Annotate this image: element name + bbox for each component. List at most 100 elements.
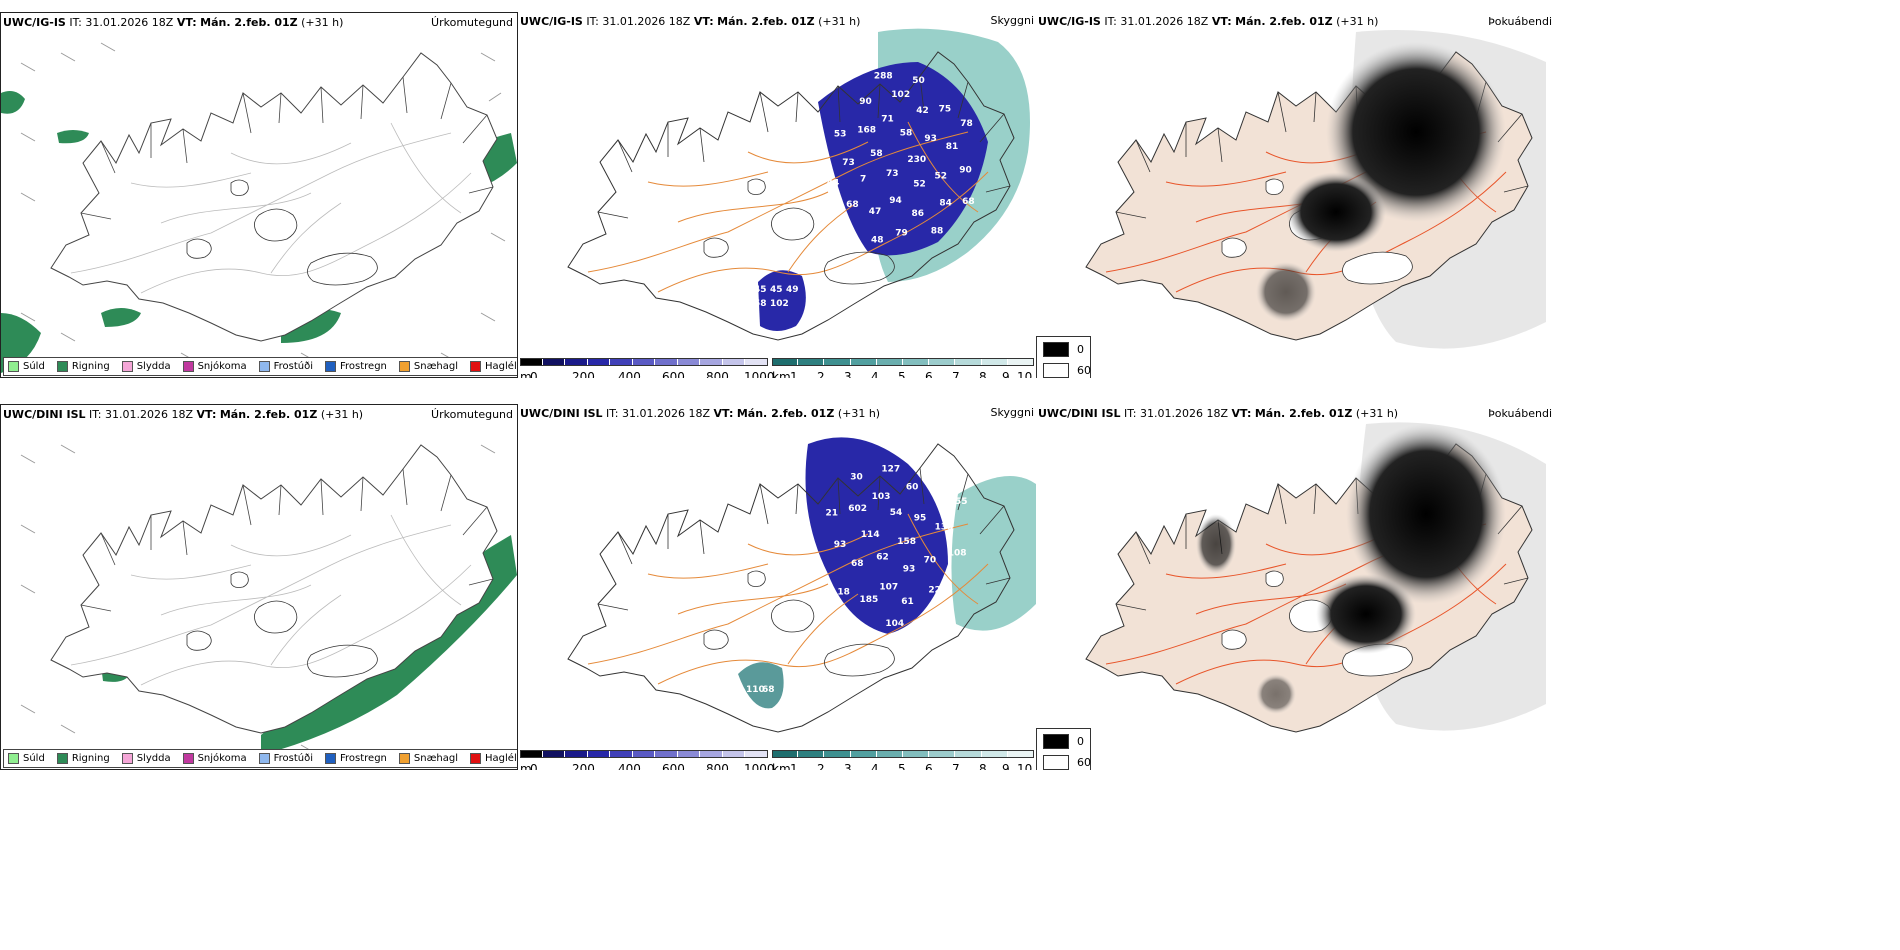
visibility-values: 158 62 54 93 114 95 107 103 70 68 60 61 602 135 185 127… — [746, 449, 967, 695]
colorbar-tick: 800 — [706, 762, 729, 770]
panel-title: UWC/DINI ISL IT: 31.01.2026 18Z VT: Mán.… — [3, 408, 364, 421]
legend-swatch — [325, 753, 336, 764]
visibility-value-label: 172 — [902, 449, 921, 459]
colorbar-tick: 400 — [618, 370, 641, 378]
visibility-value-label: 79 — [895, 229, 908, 239]
colorbar-segment — [955, 750, 982, 758]
legend-swatch — [258, 753, 270, 764]
visibility-value-label: 58 — [900, 129, 913, 139]
legend-swatch — [182, 361, 194, 372]
visibility-value-label: 602 — [848, 504, 867, 514]
colorbar-tick: 2 — [817, 370, 825, 378]
panel-name: Skyggni — [990, 406, 1034, 419]
visibility-colorbar: km 1 2 3 4 5 6 7 8 9 10 — [772, 358, 1034, 378]
panel-name: Úrkomutegund — [431, 16, 513, 29]
legend-swatch — [182, 753, 194, 764]
visibility-value-label: 81 — [946, 142, 959, 152]
cloud-base-colorbar: m 0 200 400 600 800 1000 — [520, 358, 775, 378]
visibility-panel-top: UWC/IG-IS IT: 31.01.2026 18Z VT: Mán. 2.… — [518, 12, 1036, 378]
visibility-value-label: 93 — [834, 540, 847, 550]
colorbar-segment — [722, 750, 746, 758]
colorbar-segment — [655, 750, 678, 758]
visibility-colorbar: km 1 2 3 4 5 6 7 8 9 10 — [772, 750, 1034, 770]
precip-type-panel-bottom: UWC/DINI ISL IT: 31.01.2026 18Z VT: Mán.… — [0, 404, 518, 770]
panel-name: Skyggni — [990, 14, 1034, 27]
legend-item-drizzle: Súld — [8, 361, 45, 372]
colorbar-segment — [955, 358, 982, 366]
visibility-value-label: 94 — [889, 196, 902, 206]
visibility-value-label: 127 — [881, 465, 900, 475]
colorbar-tick: 0 — [530, 762, 538, 770]
fog-legend: 0 60 — [1036, 336, 1091, 378]
visibility-value-label: 73 — [842, 158, 855, 168]
precip-type-map — [20, 444, 517, 755]
visibility-value-label: 93 — [924, 134, 937, 144]
fog-legend-swatch — [1043, 342, 1069, 357]
colorbar-segment — [542, 750, 566, 758]
legend-item-sleet: Slydda — [121, 361, 171, 372]
colorbar-segment — [722, 358, 746, 366]
legend-item-snow: Snjókoma — [182, 753, 247, 764]
visibility-value-label: 68 — [962, 197, 975, 207]
colorbar-tick: 200 — [572, 762, 595, 770]
visibility-value-label: 45 — [754, 285, 767, 295]
colorbar-segment — [677, 358, 701, 366]
precip-type-map — [1, 42, 517, 373]
colorbar-segment — [772, 750, 799, 758]
colorbar-tick: 7 — [952, 370, 960, 378]
fog-map — [1085, 422, 1546, 733]
colorbar-segment — [876, 358, 903, 366]
fog-legend-swatch — [1043, 755, 1069, 770]
legend-swatch — [121, 361, 133, 372]
colorbar-segment — [798, 750, 825, 758]
fog-panel-top: UWC/IG-IS IT: 31.01.2026 18Z VT: Mán. 2.… — [1036, 12, 1554, 378]
legend-swatch — [8, 753, 19, 764]
colorbar-tick: 1000 — [744, 762, 775, 770]
panel-name: Þokuábendi — [1488, 407, 1552, 420]
visibility-value-label: 44 — [827, 179, 840, 189]
colorbar-unit: km — [772, 370, 791, 378]
colorbar-tick: 1 — [790, 762, 798, 770]
visibility-value-label: 95 — [914, 514, 927, 524]
visibility-value-label: 52 — [913, 180, 926, 190]
visibility-value-label: 86 — [912, 209, 925, 219]
colorbar-tick: 8 — [979, 762, 987, 770]
fog-legend-swatch — [1043, 734, 1069, 749]
legend-item-snow: Snjókoma — [182, 361, 247, 372]
visibility-value-label: 18 — [837, 587, 850, 597]
colorbar-segment — [824, 358, 851, 366]
visibility-map: 2307358525893947152742861688147102847375… — [567, 28, 1030, 341]
panel-name: Þokuábendi — [1488, 15, 1552, 28]
visibility-value-label: 53 — [834, 129, 847, 139]
visibility-value-label: 114 — [861, 530, 880, 540]
legend-swatch — [121, 753, 133, 764]
colorbar-segment — [824, 750, 851, 758]
visibility-value-label: 54 — [890, 508, 903, 518]
visibility-value-label: 68 — [762, 685, 775, 695]
colorbar-segment — [850, 358, 877, 366]
colorbar-segment — [610, 358, 633, 366]
legend-item-freezing-drizzle: Frostúði — [258, 753, 313, 764]
colorbar-tick: 200 — [572, 370, 595, 378]
legend-swatch — [398, 361, 410, 372]
colorbar-tick: 6 — [925, 762, 933, 770]
colorbar-tick: 4 — [871, 370, 879, 378]
visibility-value-label: 45 — [770, 285, 783, 295]
visibility-value-label: 90 — [859, 97, 872, 107]
legend-item-hail: Haglél — [470, 753, 517, 764]
colorbar-segment — [565, 358, 588, 366]
colorbar-segment — [587, 358, 611, 366]
colorbar-segment — [655, 358, 678, 366]
precip-type-legend: Súld Rigning Slydda Snjókoma Frostúði Fr… — [3, 749, 517, 768]
colorbar-segment — [798, 358, 825, 366]
colorbar-tick: 5 — [898, 762, 906, 770]
legend-item-freezing-rain: Frostregn — [325, 753, 387, 764]
legend-swatch — [8, 361, 19, 372]
legend-swatch — [325, 361, 336, 372]
legend-item-sleet: Slydda — [121, 753, 171, 764]
panel-name: Úrkomutegund — [431, 408, 513, 421]
colorbar-tick: 600 — [662, 370, 685, 378]
visibility-map: 158 62 54 93 114 95 107 103 70 68 60 61 602 135 185 127… — [567, 437, 1036, 733]
colorbar-segment — [610, 750, 633, 758]
colorbar-tick: 9 — [1002, 762, 1010, 770]
